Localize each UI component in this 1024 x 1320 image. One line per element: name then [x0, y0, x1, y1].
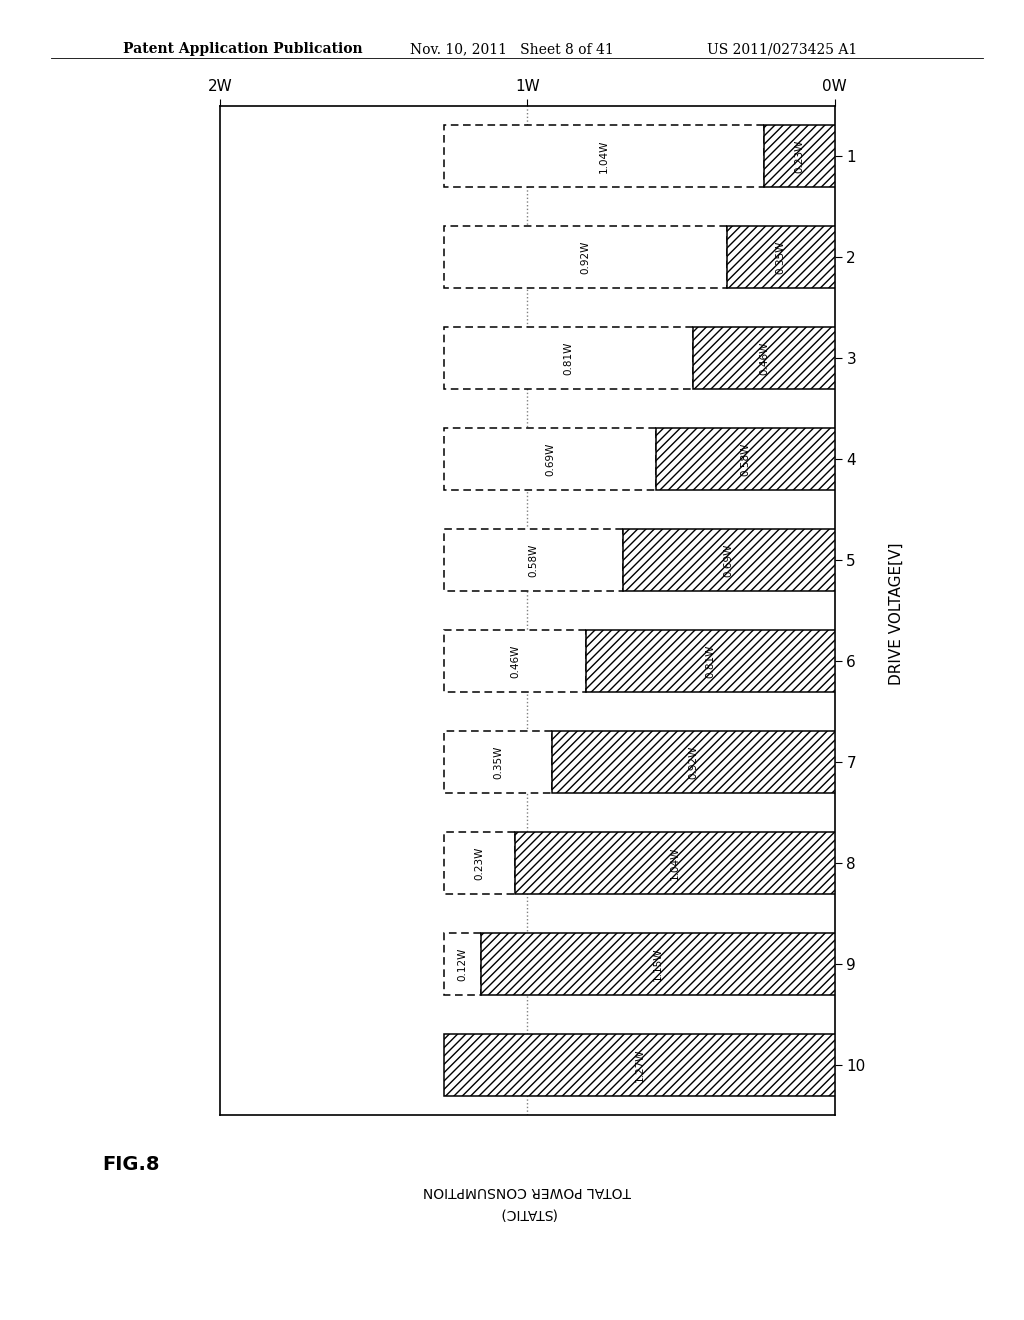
Text: US 2011/0273425 A1: US 2011/0273425 A1	[707, 42, 857, 57]
Text: 0.69W: 0.69W	[724, 544, 733, 577]
Text: DRIVE VOLTAGE[V]: DRIVE VOLTAGE[V]	[889, 543, 903, 685]
Text: 0.12W: 0.12W	[458, 948, 468, 981]
Text: TOTAL POWER CONSUMPTION: TOTAL POWER CONSUMPTION	[423, 1184, 632, 1197]
Text: 0.81W: 0.81W	[706, 644, 715, 677]
Bar	[552, 731, 835, 793]
Bar	[764, 125, 835, 187]
Bar	[727, 226, 835, 288]
Text: 0.23W: 0.23W	[475, 846, 484, 879]
Text: 0.23W: 0.23W	[795, 140, 804, 173]
Text: 1.04W: 1.04W	[599, 140, 609, 173]
Bar	[586, 630, 835, 692]
Text: FIG.8: FIG.8	[102, 1155, 160, 1173]
Bar	[481, 933, 835, 995]
Bar	[623, 529, 835, 591]
Bar	[444, 1034, 835, 1096]
Text: 0.81W: 0.81W	[564, 342, 573, 375]
Text: 0.92W: 0.92W	[688, 746, 698, 779]
Bar	[444, 832, 515, 894]
Text: 0.69W: 0.69W	[546, 442, 555, 475]
Text: 0.35W: 0.35W	[494, 746, 503, 779]
Bar	[444, 125, 764, 187]
Text: 0.46W: 0.46W	[510, 644, 520, 677]
Text: 0.46W: 0.46W	[759, 342, 769, 375]
Bar	[515, 832, 835, 894]
Text: 0.92W: 0.92W	[581, 240, 591, 273]
Text: 0.58W: 0.58W	[740, 442, 751, 475]
Bar	[444, 327, 693, 389]
Bar	[444, 731, 552, 793]
Text: 1.04W: 1.04W	[670, 846, 680, 879]
Text: Nov. 10, 2011   Sheet 8 of 41: Nov. 10, 2011 Sheet 8 of 41	[410, 42, 613, 57]
Bar	[444, 529, 623, 591]
Text: 0.35W: 0.35W	[776, 240, 785, 273]
Bar	[444, 226, 727, 288]
Text: (STATIC): (STATIC)	[499, 1206, 556, 1220]
Text: 1.15W: 1.15W	[653, 948, 663, 981]
Text: 1.27W: 1.27W	[635, 1048, 644, 1081]
Bar	[444, 428, 656, 490]
Text: 0.58W: 0.58W	[528, 544, 539, 577]
Bar	[693, 327, 835, 389]
Bar	[444, 630, 586, 692]
Bar	[444, 933, 481, 995]
Text: Patent Application Publication: Patent Application Publication	[123, 42, 362, 57]
Bar	[656, 428, 835, 490]
